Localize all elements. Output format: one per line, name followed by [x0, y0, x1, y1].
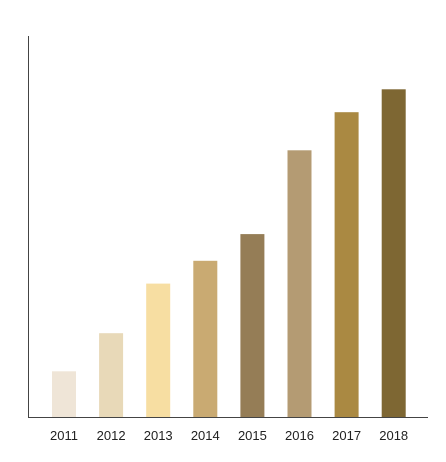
x-tick-label-2016: 2016: [285, 428, 314, 443]
x-tick-labels: 2011 2012 2013 2014 2015 2016 2017 2018: [50, 428, 408, 443]
bar-2018: [381, 89, 406, 418]
x-tick-label-2013: 2013: [144, 428, 173, 443]
x-tick-label-2017: 2017: [332, 428, 361, 443]
bar-2015: [240, 234, 265, 417]
x-tick-label-2018: 2018: [379, 428, 408, 443]
bar-2012: [99, 333, 124, 417]
bar-2014: [193, 260, 218, 417]
bar-2013: [146, 283, 171, 417]
bar-2017: [334, 112, 359, 417]
x-tick-label-2011: 2011: [50, 428, 78, 443]
bars-group: [52, 89, 406, 418]
x-tick-label-2012: 2012: [97, 428, 126, 443]
bar-2016: [287, 150, 312, 418]
bar-2011: [52, 371, 76, 417]
x-tick-label-2015: 2015: [238, 428, 267, 443]
x-tick-label-2014: 2014: [191, 428, 220, 443]
